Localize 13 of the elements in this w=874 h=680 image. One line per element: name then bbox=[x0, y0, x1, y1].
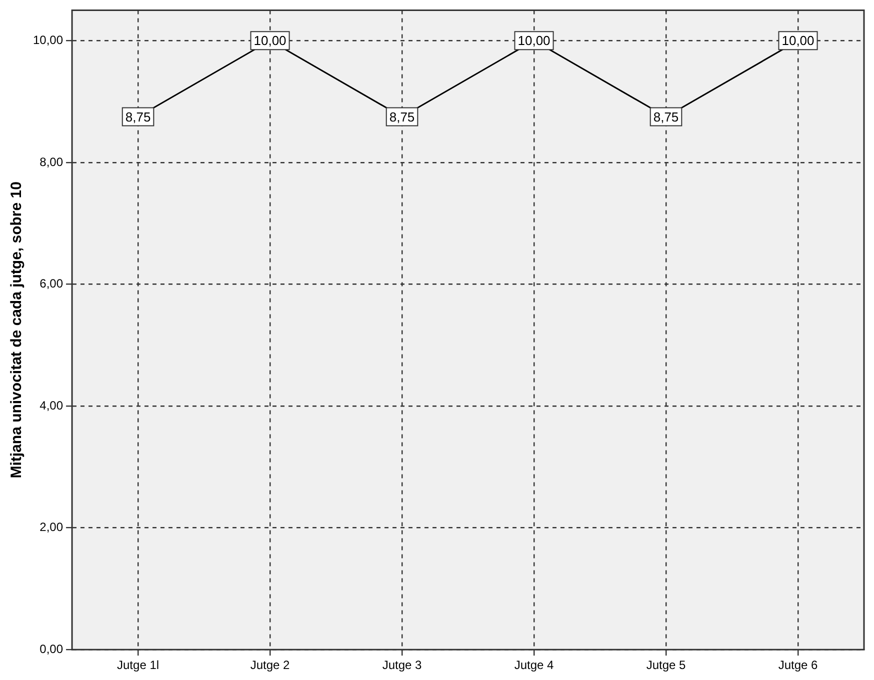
y-tick-label: 2,00 bbox=[40, 520, 64, 534]
x-tick-label: Jutge 4 bbox=[514, 658, 554, 672]
x-tick-label: Jutge 5 bbox=[646, 658, 686, 672]
x-tick-label: Jutge 1l bbox=[117, 658, 160, 672]
y-tick-label: 10,00 bbox=[33, 32, 64, 47]
y-tick-label: 4,00 bbox=[40, 398, 64, 412]
x-tick-label: Jutge 2 bbox=[250, 658, 290, 672]
y-tick-label: 0,00 bbox=[40, 642, 64, 656]
y-tick-label: 8,00 bbox=[40, 154, 64, 169]
y-tick-label: 6,00 bbox=[40, 276, 64, 291]
y-axis-title: Mitjana univocitat de cada jutge, sobre 10 bbox=[8, 182, 26, 478]
x-tick-label: Jutge 6 bbox=[778, 658, 818, 672]
x-tick-label: Jutge 3 bbox=[382, 658, 422, 672]
